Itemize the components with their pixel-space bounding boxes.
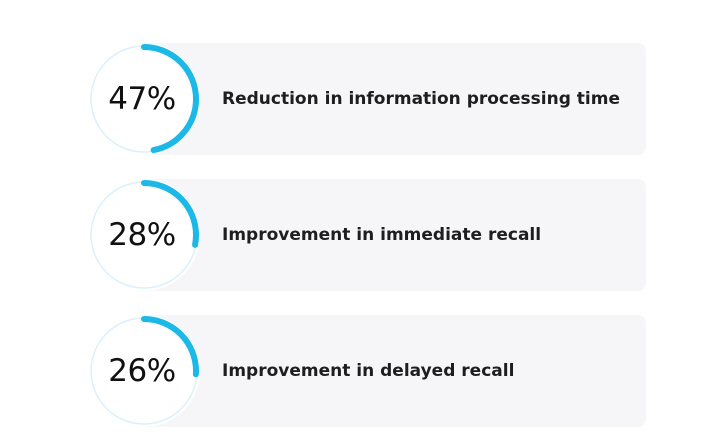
stat-row-immediate-recall: Improvement in immediate recall 28% [88, 179, 646, 291]
stat-row-processing-time: Reduction in information processing time… [88, 43, 646, 155]
stat-percentage: 47% [108, 81, 176, 117]
stat-card [140, 179, 646, 291]
stat-percentage: 26% [108, 353, 176, 389]
progress-ring: 28% [88, 179, 200, 291]
stat-label: Reduction in information processing time [222, 89, 620, 109]
progress-ring: 47% [88, 43, 200, 155]
stat-row-delayed-recall: Improvement in delayed recall 26% [88, 315, 646, 427]
progress-ring-arc [89, 44, 199, 154]
progress-ring-arc [89, 180, 199, 290]
stat-card [140, 315, 646, 427]
progress-ring-arc [89, 316, 199, 426]
progress-ring: 26% [88, 315, 200, 427]
stat-label: Improvement in immediate recall [222, 225, 542, 245]
stat-label: Improvement in delayed recall [222, 361, 515, 381]
stat-card [140, 43, 646, 155]
stat-percentage: 28% [108, 217, 176, 253]
